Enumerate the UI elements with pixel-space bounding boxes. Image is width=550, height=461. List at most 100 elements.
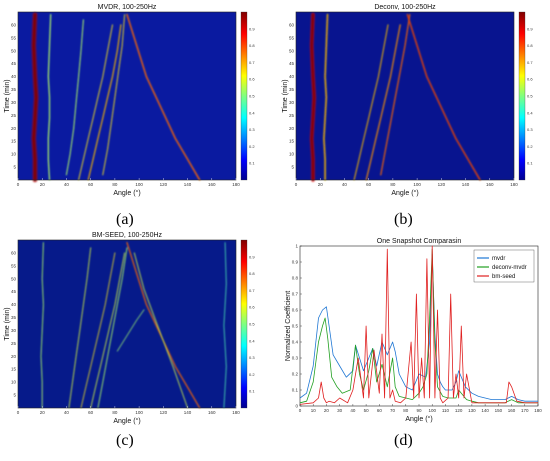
chart-title: BM-SEED, 100-250Hz [92,232,163,239]
y-axis-title: Time (min) [282,79,289,112]
x-tick-label: 140 [462,182,470,187]
panel-label-c: (c) [116,432,134,449]
x-tick-label: 0 [17,182,20,187]
y-tick-label: 55 [11,35,17,40]
y-tick-label: 20 [11,126,17,131]
panel-label-d: (d) [394,432,413,449]
x-tick-label: 20 [40,410,46,415]
x-tick-label: 100 [428,408,436,413]
y-tick-label: 5 [291,165,294,170]
y-tick-label: 15 [11,367,17,372]
y-tick-label: 0.5 [292,324,299,329]
y-tick-label: 20 [11,354,17,359]
x-tick-label: 120 [160,182,168,187]
track-line [223,242,227,409]
x-tick-label: 10 [311,408,317,413]
y-tick-label: 55 [11,263,17,268]
y-tick-label: 30 [11,328,17,333]
panel-label-a: (a) [116,211,134,228]
y-tick-label: 45 [11,61,17,66]
plot-frame [17,11,237,181]
track-group [40,241,227,409]
y-tick-label: 25 [11,113,17,118]
heatmap-panel-1: Deconv, 100-250Hz 0 20 40 60 80 100 120 140 160 18… [282,4,533,197]
panel-label-b: (b) [394,211,413,228]
y-tick-label: 45 [11,289,17,294]
y-tick-label: 40 [289,74,295,79]
x-tick-label: 100 [135,410,143,415]
x-tick-label: 110 [442,408,450,413]
legend-label-deconv-mvdr: deconv-mvdr [492,265,527,271]
y-tick-label: 0.2 [292,372,299,377]
x-tick-label: 130 [468,408,476,413]
colorbar-tick-label: 0.1 [527,161,533,166]
y-tick-label: 15 [289,139,295,144]
track-line [365,24,401,181]
track-line [90,252,125,409]
x-tick-label: 170 [521,408,529,413]
y-tick-label: 0.7 [292,292,299,297]
y-axis-title: Time (min) [4,79,11,112]
track-line [32,13,38,182]
y-tick-label: 0.3 [292,356,299,361]
x-tick-label: 0 [295,182,298,187]
x-tick-label: 180 [534,408,542,413]
y-tick-label: 55 [289,35,295,40]
track-line [80,252,116,409]
track-line [380,14,411,176]
x-tick-label: 40 [342,182,348,187]
y-tick-label: 1 [295,244,298,249]
colorbar-tick-label: 0.7 [249,60,255,65]
colorbar-tick-label: 0.3 [249,127,255,132]
y-tick-label: 5 [13,393,16,398]
colorbar-tick-label: 0.3 [527,127,533,132]
x-tick-label: 60 [88,410,94,415]
x-tick-label: 50 [364,408,370,413]
series-line-mvdr [299,253,538,402]
y-tick-label: 0.6 [292,308,299,313]
y-tick-label: 60 [11,250,17,255]
y-tick-label: 50 [11,48,17,53]
colorbar-tick-label: 0.8 [249,271,255,276]
x-tick-label: 120 [455,408,463,413]
y-tick-label: 40 [11,74,17,79]
x-tick-label: 100 [135,182,143,187]
colorbar-tick-label: 0.1 [249,389,255,394]
y-tick-label: 35 [289,87,295,92]
x-tick-label: 90 [416,408,422,413]
heatmap-panel-0: MVDR, 100-250Hz 0 20 40 60 80 100 120 140 160 180 5… [4,4,255,197]
y-tick-label: 30 [11,100,17,105]
x-tick-label: 70 [390,408,396,413]
colorbar-tick-label: 0.5 [527,94,533,99]
x-tick-label: 160 [486,182,494,187]
colorbar-tick-label: 0.5 [249,322,255,327]
x-tick-label: 180 [510,182,518,187]
x-tick-label: 100 [413,182,421,187]
y-axis-title: Time (min) [4,307,11,340]
y-tick-label: 10 [11,152,17,157]
series-line-bm-seed [299,245,538,405]
colorbar-tick-label: 0.1 [249,161,255,166]
y-tick-label: 5 [13,165,16,170]
x-tick-label: 30 [337,408,343,413]
x-tick-label: 0 [299,408,302,413]
plot-frame [17,239,237,409]
y-tick-label: 25 [11,341,17,346]
track-line [323,14,328,181]
colorbar-tick-label: 0.8 [527,43,533,48]
x-tick-label: 80 [403,408,409,413]
y-tick-label: 35 [11,87,17,92]
colorbar-tick-label: 0.8 [249,43,255,48]
legend-box [473,249,535,283]
heatmap-background [18,12,236,180]
track-group [309,12,481,183]
x-tick-label: 80 [112,410,118,415]
track-line [97,247,128,409]
colorbar-tick-label: 0.3 [249,355,255,360]
chart-title: MVDR, 100-250Hz [98,4,157,11]
y-tick-label: 50 [289,48,295,53]
colorbar [518,11,526,181]
track-line [353,24,389,181]
y-tick-label: 15 [11,139,17,144]
